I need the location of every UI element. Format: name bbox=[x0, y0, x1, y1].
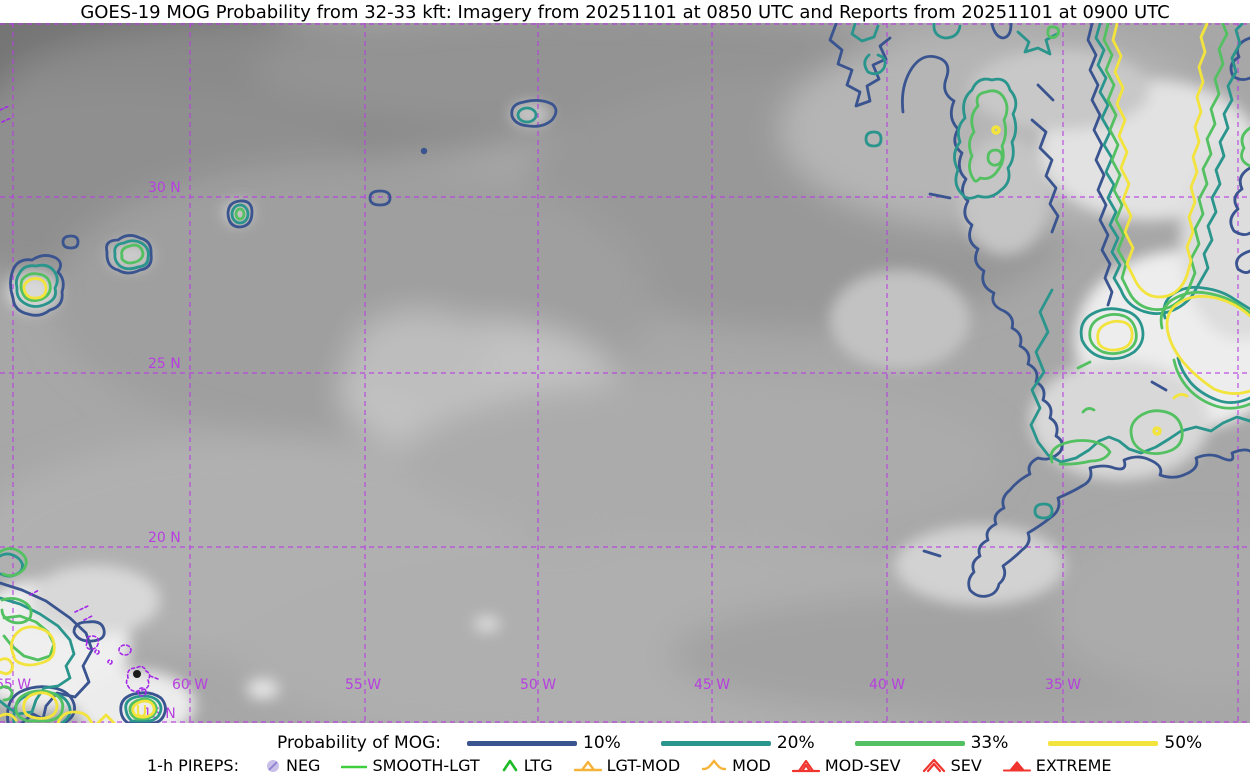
legend-item-neg: NEG bbox=[265, 756, 320, 775]
lat-label-30n: 30 N bbox=[148, 180, 181, 196]
legend-item-ltg: LTG bbox=[501, 756, 553, 775]
pireps-legend: 1-h PIREPS: NEG SMOOTH-LGT LTG LGT-MOD M… bbox=[147, 756, 1111, 775]
contour-swatch-50pct bbox=[1048, 740, 1159, 746]
probability-legend: Probability of MOG: 10% 20% 33% 50% bbox=[277, 733, 1202, 753]
lat-label-25n: 25 N bbox=[148, 356, 181, 372]
legend-item-sev: SEV bbox=[922, 756, 982, 775]
legend-item-lgt-mod: LGT-MOD bbox=[573, 756, 681, 775]
contours-neg-purple bbox=[0, 105, 159, 697]
legend-item-sev-label: SEV bbox=[950, 756, 982, 775]
lon-label-50w: 50 W bbox=[520, 677, 556, 693]
legend-item-mod-sev: MOD-SEV bbox=[791, 756, 901, 775]
ltg-caret-icon bbox=[502, 759, 518, 771]
lgt-mod-triangle-icon bbox=[573, 760, 602, 771]
legend-item-lgt-mod-label: LGT-MOD bbox=[606, 756, 681, 775]
legend-item-mod: MOD bbox=[701, 756, 771, 775]
legend-item-50pct-label: 50% bbox=[1164, 733, 1203, 753]
probability-legend-label: Probability of MOG: bbox=[277, 733, 442, 753]
page-title: GOES-19 MOG Probability from 32-33 kft: … bbox=[80, 2, 1170, 23]
legend-item-33pct: 33% bbox=[854, 733, 1009, 753]
legend-item-smooth-lgt: SMOOTH-LGT bbox=[341, 756, 480, 775]
legend-item-50pct: 50% bbox=[1048, 733, 1202, 753]
legend-item-33pct-label: 33% bbox=[970, 733, 1009, 753]
legend-item-10pct-label: 10% bbox=[583, 733, 621, 753]
legend-item-extreme: EXTREME bbox=[1002, 756, 1112, 775]
legend-item-ltg-label: LTG bbox=[523, 756, 553, 775]
legend-item-10pct: 10% bbox=[467, 733, 621, 753]
contours-50pct bbox=[0, 23, 1250, 723]
legend-item-mod-label: MOD bbox=[732, 756, 771, 775]
contour-swatch-33pct bbox=[854, 740, 965, 746]
legend-item-20pct: 20% bbox=[660, 733, 815, 753]
mod-caret-icon bbox=[701, 758, 727, 770]
lon-label-45w: 45 W bbox=[694, 677, 730, 693]
lon-label-40w: 40 W bbox=[869, 677, 905, 693]
smooth-lgt-line-icon bbox=[341, 765, 368, 768]
legend-item-20pct-label: 20% bbox=[776, 733, 815, 753]
map-canvas: 30 N 25 N 20 N 15 N 65 W 60 W 55 W 50 W … bbox=[0, 23, 1250, 723]
neg-circle-slash-icon bbox=[266, 759, 279, 772]
lon-label-60w: 60 W bbox=[172, 677, 208, 693]
pireps-legend-label: 1-h PIREPS: bbox=[147, 756, 239, 775]
legend-item-mod-sev-label: MOD-SEV bbox=[824, 756, 901, 775]
report-dot bbox=[133, 670, 141, 678]
mod-sev-triangle-caret-icon bbox=[791, 759, 820, 772]
sev-double-caret-icon bbox=[922, 758, 945, 772]
contours-33pct bbox=[0, 23, 1250, 723]
legend-item-neg-label: NEG bbox=[285, 756, 321, 775]
legend-item-extreme-label: EXTREME bbox=[1035, 756, 1112, 775]
lon-label-35w: 35 W bbox=[1045, 677, 1081, 693]
contour-swatch-20pct bbox=[660, 740, 771, 746]
legend-item-smooth-lgt-label: SMOOTH-LGT bbox=[372, 756, 480, 775]
contours-10pct bbox=[0, 23, 1250, 723]
contour-swatch-10pct bbox=[467, 740, 578, 746]
latlon-grid bbox=[0, 23, 1250, 723]
extreme-filled-triangle-icon bbox=[1002, 760, 1031, 771]
lon-label-55w: 55 W bbox=[345, 677, 381, 693]
lat-label-20n: 20 N bbox=[148, 530, 181, 546]
